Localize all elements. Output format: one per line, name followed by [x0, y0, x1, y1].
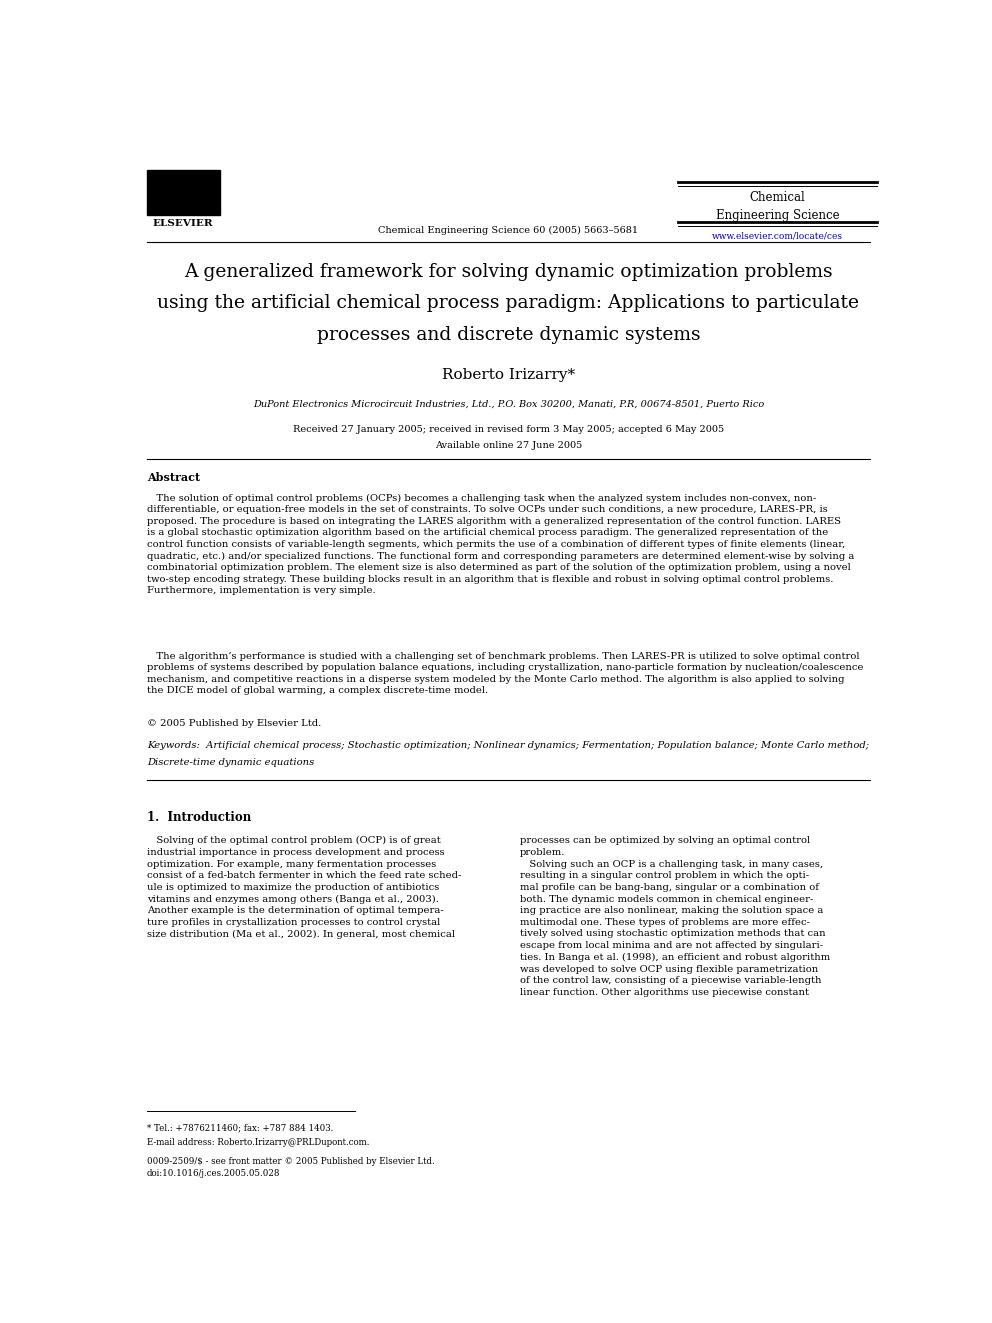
Text: 0009-2509/$ - see front matter © 2005 Published by Elsevier Ltd.: 0009-2509/$ - see front matter © 2005 Pu…	[147, 1158, 434, 1166]
Text: doi:10.1016/j.ces.2005.05.028: doi:10.1016/j.ces.2005.05.028	[147, 1170, 281, 1179]
Text: 1.  Introduction: 1. Introduction	[147, 811, 251, 824]
Text: Available online 27 June 2005: Available online 27 June 2005	[434, 441, 582, 450]
Text: Keywords:  Artificial chemical process; Stochastic optimization; Nonlinear dynam: Keywords: Artificial chemical process; S…	[147, 741, 869, 750]
Text: Discrete-time dynamic equations: Discrete-time dynamic equations	[147, 758, 314, 767]
Text: using the artificial chemical process paradigm: Applications to particulate: using the artificial chemical process pa…	[158, 294, 859, 312]
Text: Chemical
Engineering Science: Chemical Engineering Science	[715, 192, 839, 222]
Text: * Tel.: +7876211460; fax: +787 884 1403.: * Tel.: +7876211460; fax: +787 884 1403.	[147, 1123, 333, 1132]
Text: © 2005 Published by Elsevier Ltd.: © 2005 Published by Elsevier Ltd.	[147, 720, 321, 728]
Text: www.elsevier.com/locate/ces: www.elsevier.com/locate/ces	[712, 232, 843, 239]
Text: DuPont Electronics Microcircuit Industries, Ltd., P.O. Box 30200, Manati, P.R, 0: DuPont Electronics Microcircuit Industri…	[253, 400, 764, 409]
Text: Abstract: Abstract	[147, 471, 200, 483]
Text: ELSEVIER: ELSEVIER	[153, 218, 213, 228]
Text: processes can be optimized by solving an optimal control
problem.
   Solving suc: processes can be optimized by solving an…	[520, 836, 830, 998]
Text: Solving of the optimal control problem (OCP) is of great
industrial importance i: Solving of the optimal control problem (…	[147, 836, 461, 939]
Bar	[147, 169, 220, 214]
Text: Roberto Irizarry*: Roberto Irizarry*	[441, 368, 575, 381]
Text: E-mail address: Roberto.Irizarry@PRLDupont.com.: E-mail address: Roberto.Irizarry@PRLDupo…	[147, 1138, 370, 1147]
Text: Chemical Engineering Science 60 (2005) 5663–5681: Chemical Engineering Science 60 (2005) 5…	[378, 226, 639, 235]
Text: A generalized framework for solving dynamic optimization problems: A generalized framework for solving dyna…	[185, 263, 832, 280]
Text: processes and discrete dynamic systems: processes and discrete dynamic systems	[316, 325, 700, 344]
Text: The algorithm’s performance is studied with a challenging set of benchmark probl: The algorithm’s performance is studied w…	[147, 652, 864, 695]
Text: Received 27 January 2005; received in revised form 3 May 2005; accepted 6 May 20: Received 27 January 2005; received in re…	[293, 425, 724, 434]
Text: The solution of optimal control problems (OCPs) becomes a challenging task when : The solution of optimal control problems…	[147, 493, 854, 595]
